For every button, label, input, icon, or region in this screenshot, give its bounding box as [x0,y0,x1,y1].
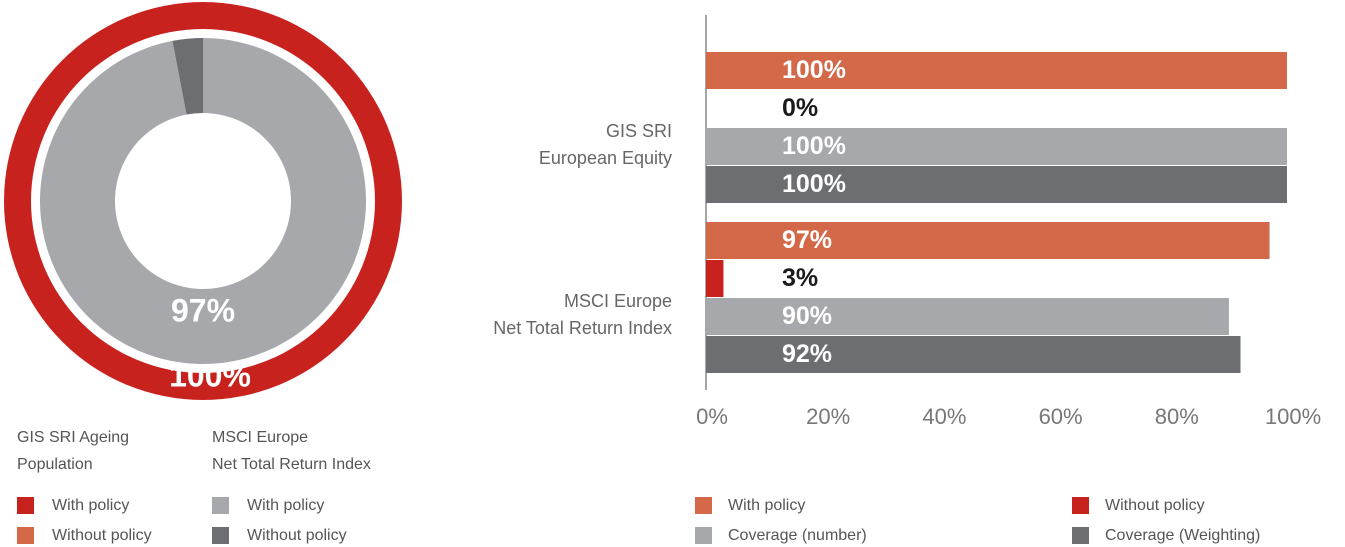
bar-value-label: 100% [782,170,846,198]
legend-title: Population [17,456,93,473]
category-label: Net Total Return Index [493,318,672,338]
bar-value-label: 90% [782,302,832,330]
bar [706,128,1287,165]
bar [706,298,1229,335]
bar-value-label: 100% [782,56,846,84]
donut-slice [172,38,203,115]
legend-swatch [212,497,229,514]
category-label: European Equity [539,148,672,168]
legend-swatch [1072,497,1089,514]
bar-value-label: 92% [782,340,832,368]
legend-label: Without policy [247,527,347,544]
donut-value-label: 97% [171,292,235,328]
legend-title: GIS SRI Ageing [17,429,129,446]
donut-slice [39,38,366,364]
bar [706,260,724,297]
legend-label: With policy [728,497,805,514]
x-tick-label: 40% [922,404,966,429]
bar [706,336,1241,373]
x-tick-label: 60% [1039,404,1083,429]
legend-label: Without policy [1105,497,1205,514]
category-label: MSCI Europe [564,291,672,311]
bar-value-label: 3% [782,264,818,292]
x-tick-label: 80% [1155,404,1199,429]
bar-value-label: 0% [782,94,818,122]
bar [706,166,1287,203]
bar [706,222,1270,259]
x-tick-label: 20% [806,404,850,429]
bar-value-label: 97% [782,226,832,254]
bar-value-label: 100% [782,132,846,160]
legend-swatch [212,527,229,544]
legend-title: Net Total Return Index [212,456,371,473]
legend-label: With policy [52,497,129,514]
category-label: GIS SRI [606,121,672,141]
legend-swatch [17,497,34,514]
legend-label: Without policy [52,527,152,544]
legend-swatch [1072,527,1089,544]
legend-title: MSCI Europe [212,429,308,446]
legend-swatch [695,527,712,544]
x-tick-label: 100% [1265,404,1321,429]
x-tick-label: 0% [696,404,728,429]
legend-label: Coverage (number) [728,527,867,544]
legend-label: Coverage (Weighting) [1105,527,1260,544]
legend-swatch [17,527,34,544]
legend-swatch [695,497,712,514]
legend-label: With policy [247,497,324,514]
bar [706,52,1287,89]
